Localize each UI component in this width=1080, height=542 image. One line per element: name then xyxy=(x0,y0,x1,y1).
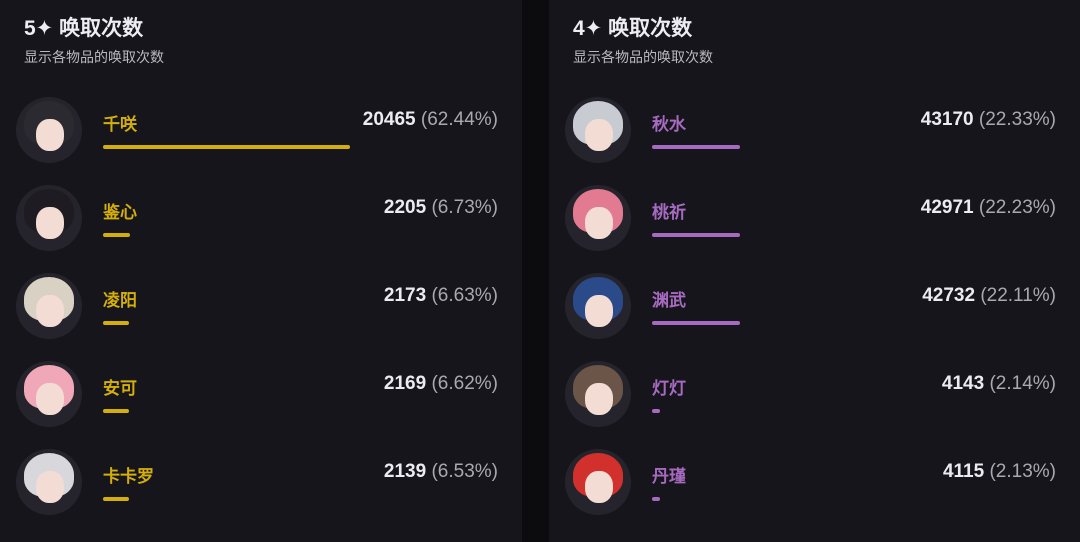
avatar xyxy=(565,449,631,515)
item-count: 4143 xyxy=(941,373,985,394)
avatar-face xyxy=(585,119,613,151)
list-item: 卡卡罗 2139 (6.53%) xyxy=(0,449,522,537)
progress-bar xyxy=(103,233,130,237)
item-name: 卡卡罗 xyxy=(103,467,154,486)
avatar xyxy=(565,273,631,339)
list-item: 丹瑾 4115 (2.13%) xyxy=(549,449,1080,537)
item-value: 2205 (6.73%) xyxy=(384,197,498,219)
item-value: 4143 (2.14%) xyxy=(942,373,1056,395)
item-name: 凌阳 xyxy=(103,291,137,310)
item-percent: (22.23%) xyxy=(978,197,1056,218)
list-item: 千咲 20465 (62.44%) xyxy=(0,97,522,185)
panel-title: 4✦ 唤取次数 xyxy=(573,17,693,40)
avatar-face xyxy=(36,295,64,327)
item-value: 43170 (22.33%) xyxy=(921,109,1056,131)
avatar xyxy=(16,97,82,163)
item-percent: (2.13%) xyxy=(989,461,1056,482)
progress-bar xyxy=(103,409,130,413)
item-name: 灯灯 xyxy=(652,379,686,398)
avatar-face xyxy=(36,383,64,415)
avatar-face xyxy=(36,207,64,239)
item-count: 2169 xyxy=(383,373,427,394)
item-value: 42971 (22.23%) xyxy=(921,197,1056,219)
item-percent: (22.11%) xyxy=(980,285,1056,306)
list-item: 渊武 42732 (22.11%) xyxy=(549,273,1080,361)
list-item: 凌阳 2173 (6.63%) xyxy=(0,273,522,361)
progress-bar xyxy=(103,145,351,149)
item-value: 2169 (6.62%) xyxy=(384,373,498,395)
item-percent: (6.73%) xyxy=(431,197,498,218)
item-count: 4115 xyxy=(942,461,985,482)
item-percent: (6.63%) xyxy=(431,285,498,306)
avatar-face xyxy=(585,207,613,239)
item-name: 秋水 xyxy=(652,115,686,134)
progress-bar xyxy=(103,497,129,501)
item-name: 安可 xyxy=(103,379,137,398)
panel-subtitle: 显示各物品的唤取次数 xyxy=(24,49,164,65)
item-name: 鉴心 xyxy=(103,203,137,222)
avatar xyxy=(565,361,631,427)
item-value: 4115 (2.13%) xyxy=(943,461,1056,483)
avatar-face xyxy=(36,119,64,151)
item-percent: (6.62%) xyxy=(431,373,498,394)
list-item: 灯灯 4143 (2.14%) xyxy=(549,361,1080,449)
item-value: 2173 (6.63%) xyxy=(384,285,498,307)
avatar xyxy=(565,185,631,251)
item-percent: (6.53%) xyxy=(431,461,498,482)
panel-title: 5✦ 唤取次数 xyxy=(24,17,144,40)
avatar xyxy=(16,361,82,427)
avatar-face xyxy=(585,471,613,503)
item-value: 20465 (62.44%) xyxy=(363,109,498,131)
item-name: 桃祈 xyxy=(652,203,686,222)
panel-subtitle: 显示各物品的唤取次数 xyxy=(573,49,713,65)
item-count: 43170 xyxy=(920,109,974,130)
progress-bar xyxy=(652,145,741,149)
avatar-face xyxy=(585,295,613,327)
avatar-face xyxy=(585,383,613,415)
item-value: 2139 (6.53%) xyxy=(384,461,498,483)
progress-bar xyxy=(652,409,661,413)
list-item: 秋水 43170 (22.33%) xyxy=(549,97,1080,185)
item-name: 丹瑾 xyxy=(652,467,686,486)
progress-bar xyxy=(652,321,740,325)
avatar xyxy=(16,273,82,339)
item-count: 2205 xyxy=(383,197,427,218)
item-count: 42732 xyxy=(922,285,976,306)
item-percent: (62.44%) xyxy=(420,109,498,130)
progress-bar xyxy=(652,497,661,501)
item-count: 2173 xyxy=(383,285,427,306)
item-percent: (2.14%) xyxy=(989,373,1056,394)
progress-bar xyxy=(652,233,741,237)
list-item: 鉴心 2205 (6.73%) xyxy=(0,185,522,273)
item-name: 千咲 xyxy=(103,115,137,134)
avatar xyxy=(16,185,82,251)
five-star-panel: 5✦ 唤取次数 显示各物品的唤取次数 千咲 20465 (62.44%) 鉴心 … xyxy=(0,0,522,542)
four-star-panel: 4✦ 唤取次数 显示各物品的唤取次数 秋水 43170 (22.33%) 桃祈 … xyxy=(549,0,1080,542)
progress-bar xyxy=(103,321,130,325)
list-item: 安可 2169 (6.62%) xyxy=(0,361,522,449)
item-name: 渊武 xyxy=(652,291,686,310)
item-count: 2139 xyxy=(383,461,427,482)
item-value: 42732 (22.11%) xyxy=(922,285,1056,307)
avatar xyxy=(16,449,82,515)
avatar-face xyxy=(36,471,64,503)
item-count: 20465 xyxy=(362,109,416,130)
list-item: 桃祈 42971 (22.23%) xyxy=(549,185,1080,273)
avatar xyxy=(565,97,631,163)
item-count: 42971 xyxy=(920,197,974,218)
item-percent: (22.33%) xyxy=(978,109,1056,130)
